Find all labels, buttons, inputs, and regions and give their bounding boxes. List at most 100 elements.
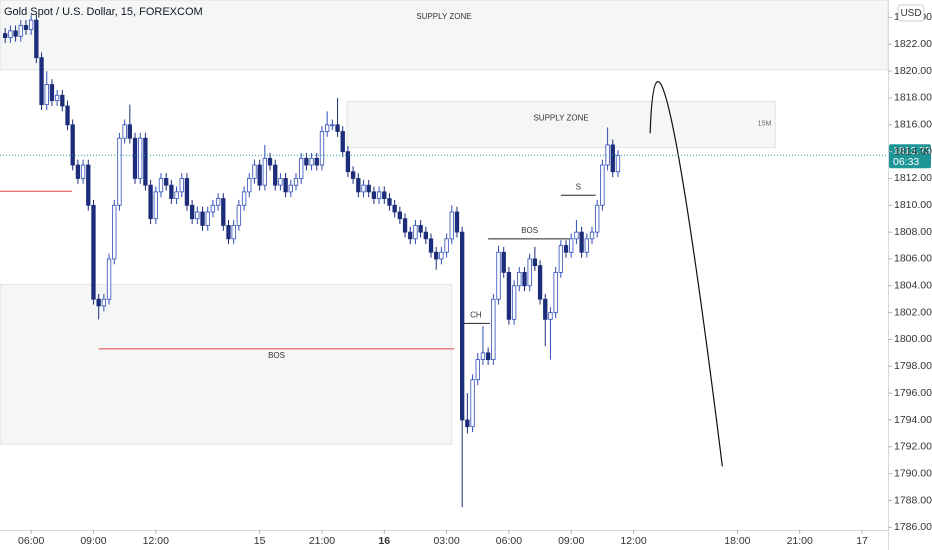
annotation-lines: BOS CH BOS S bbox=[0, 182, 596, 360]
candle-body bbox=[44, 84, 49, 106]
candle-body bbox=[350, 171, 356, 179]
candle-body bbox=[548, 312, 553, 320]
candle-body bbox=[54, 94, 60, 102]
x-tick-label: 06:00 bbox=[18, 535, 44, 547]
candle-body bbox=[532, 258, 538, 267]
candle-body bbox=[522, 271, 527, 287]
y-tick-label: 1802.00 bbox=[894, 306, 932, 318]
level-label: BOS bbox=[268, 351, 285, 360]
y-tick-label: 1804.00 bbox=[894, 280, 932, 292]
x-tick-label: 21:00 bbox=[309, 535, 335, 547]
candle-body bbox=[205, 211, 210, 226]
candle-body bbox=[589, 231, 595, 240]
candle-body bbox=[553, 271, 558, 314]
axes: 1786.00 1788.00 1790.00 1792.00 1794.00 1796.… bbox=[18, 11, 932, 547]
candle-body bbox=[65, 105, 70, 126]
candle-body bbox=[408, 231, 413, 240]
candle-body bbox=[397, 211, 403, 220]
candle-body bbox=[184, 178, 190, 206]
candle-body bbox=[262, 157, 268, 186]
y-tick-label: 1800.00 bbox=[894, 333, 932, 345]
x-tick-label: 21:00 bbox=[787, 535, 813, 547]
candle-body bbox=[221, 198, 226, 226]
candle-body bbox=[252, 164, 257, 179]
candle-body bbox=[392, 204, 397, 213]
candle-body bbox=[345, 151, 351, 173]
candle-body bbox=[563, 245, 569, 253]
candle-body bbox=[112, 204, 117, 260]
candle-body bbox=[454, 211, 460, 233]
level-label: CH bbox=[470, 310, 482, 319]
candle-body bbox=[215, 198, 221, 206]
candle-body bbox=[527, 258, 532, 287]
candle-body bbox=[376, 191, 382, 199]
candle-body bbox=[335, 124, 340, 132]
candle-body bbox=[491, 298, 496, 360]
x-tick-label: 06:00 bbox=[496, 535, 522, 547]
candle-body bbox=[324, 124, 330, 132]
candle-body bbox=[595, 204, 600, 233]
x-tick-label: 12:00 bbox=[143, 535, 169, 547]
candle-body bbox=[428, 238, 434, 253]
candle-body bbox=[418, 225, 423, 233]
y-tick-label: 1788.00 bbox=[894, 494, 932, 506]
candles bbox=[3, 14, 621, 508]
y-tick-label: 1796.00 bbox=[894, 387, 932, 399]
candle-body bbox=[101, 298, 107, 307]
candle-body bbox=[164, 178, 169, 186]
candle-body bbox=[8, 30, 13, 38]
level-label: BOS bbox=[521, 226, 538, 235]
candle-body bbox=[366, 184, 371, 193]
x-tick-label: 18:00 bbox=[724, 535, 750, 547]
candle-body bbox=[80, 164, 86, 179]
candle-body bbox=[179, 178, 184, 193]
candle-body bbox=[517, 271, 522, 287]
candle-body bbox=[169, 184, 174, 199]
x-tick-label: 09:00 bbox=[558, 535, 584, 547]
candle-body bbox=[434, 251, 439, 260]
candle-body bbox=[314, 157, 319, 166]
candle-body bbox=[584, 238, 589, 253]
level-label: S bbox=[576, 182, 581, 191]
zones: SUPPLY ZONE SUPPLY ZONE 15M bbox=[0, 0, 889, 445]
candle-body bbox=[226, 225, 231, 240]
candle-body bbox=[569, 238, 574, 253]
candle-body bbox=[579, 231, 584, 253]
candle-body bbox=[28, 19, 34, 30]
candle-body bbox=[293, 178, 299, 186]
candle-body bbox=[18, 25, 23, 37]
candle-body bbox=[132, 137, 138, 179]
candle-body bbox=[361, 184, 366, 193]
candle-body bbox=[189, 204, 195, 220]
candle-body bbox=[610, 144, 615, 173]
y-tick-label: 1814.00 bbox=[894, 145, 932, 157]
candle-body bbox=[558, 245, 564, 273]
candle-body bbox=[537, 265, 543, 300]
candle-body bbox=[330, 124, 335, 127]
candle-body bbox=[86, 164, 91, 206]
candle-body bbox=[60, 94, 65, 107]
candle-body bbox=[34, 19, 39, 59]
candle-body bbox=[371, 191, 377, 199]
candle-body bbox=[158, 178, 164, 193]
candle-body bbox=[143, 137, 148, 186]
zone bbox=[0, 283, 453, 445]
y-tick-label: 1822.00 bbox=[894, 38, 932, 50]
candle-body bbox=[148, 184, 153, 220]
candle-body bbox=[200, 211, 205, 226]
y-tick-label: 1818.00 bbox=[894, 92, 932, 104]
candle-body bbox=[257, 164, 262, 186]
zone-label: SUPPLY ZONE bbox=[533, 113, 588, 122]
candle-body bbox=[480, 352, 486, 360]
candle-body bbox=[267, 157, 273, 166]
countdown-label: 06:33 bbox=[893, 156, 919, 168]
candle-body bbox=[117, 137, 122, 206]
candle-body bbox=[449, 211, 454, 240]
candle-body bbox=[3, 33, 8, 38]
candle-body bbox=[283, 178, 288, 193]
candle-body bbox=[247, 178, 252, 193]
currency-badge[interactable] bbox=[897, 4, 925, 22]
